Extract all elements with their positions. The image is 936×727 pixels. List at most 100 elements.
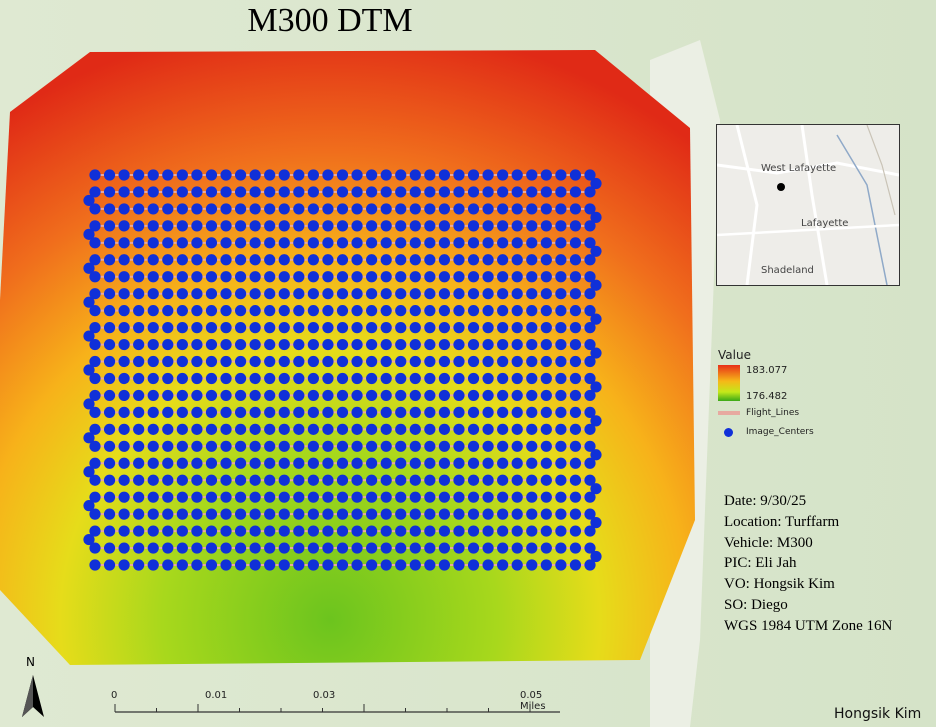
image-center-point (424, 203, 436, 215)
image-center-point (380, 525, 392, 537)
image-center-point (234, 254, 247, 266)
image-center-point (395, 305, 407, 317)
image-center-point (351, 254, 363, 266)
image-center-point (89, 423, 101, 435)
image-center-point (322, 237, 334, 249)
image-center-point (293, 542, 305, 554)
image-center-point (205, 271, 218, 283)
scale-bar: 0 0.01 0.03 0.05 Miles (110, 690, 570, 720)
image-center-point (482, 169, 494, 181)
image-center-point (438, 305, 451, 317)
info-date: Date: 9/30/25 (724, 493, 807, 509)
image-center-point (278, 203, 290, 215)
image-center-point (147, 355, 159, 368)
image-center-point (278, 372, 290, 385)
image-center-point (162, 508, 174, 520)
image-center-point (366, 355, 378, 368)
image-center-point (540, 254, 552, 266)
legend-image-centers-label: Image_Centers (746, 427, 814, 437)
image-center-point (133, 355, 145, 368)
image-center-point (278, 288, 290, 300)
image-center-point (409, 271, 421, 283)
image-center-point (584, 220, 596, 232)
image-center-point (380, 203, 392, 215)
image-center-point (176, 491, 188, 503)
image-center-point (118, 254, 130, 266)
image-center-point (205, 288, 218, 300)
image-center-point (83, 262, 95, 274)
image-center-point (249, 542, 261, 554)
image-center-point (249, 474, 261, 486)
image-center-point (336, 237, 349, 249)
image-center-point (336, 271, 349, 283)
north-arrow-icon (22, 675, 44, 717)
image-center-point (264, 491, 276, 503)
image-center-point (409, 406, 421, 418)
image-center-point (511, 389, 523, 402)
image-center-point (307, 203, 319, 215)
image-center-point (220, 508, 232, 520)
image-center-point (395, 372, 407, 385)
image-center-point (467, 406, 480, 418)
info-vo: VO: Hongsik Kim (724, 576, 835, 593)
image-center-point (497, 491, 509, 503)
image-center-point (293, 491, 305, 503)
image-center-point (511, 237, 523, 249)
image-center-point (249, 508, 261, 520)
image-center-point (438, 389, 451, 402)
image-center-point (89, 338, 101, 351)
image-center-point (351, 186, 363, 198)
image-center-point (322, 338, 334, 351)
image-center-point (526, 305, 538, 317)
image-center-point (467, 305, 480, 317)
image-center-point (526, 389, 538, 402)
image-center-point (249, 271, 261, 283)
image-center-point (83, 364, 95, 376)
image-center-point (438, 220, 451, 232)
image-center-point (249, 220, 261, 232)
image-center-point (249, 203, 261, 215)
image-center-point (147, 271, 159, 283)
image-center-point (89, 355, 101, 368)
image-center-point (438, 237, 451, 249)
image-center-point (438, 254, 451, 266)
image-center-point (526, 220, 538, 232)
image-center-point (336, 406, 349, 418)
image-center-point (176, 372, 188, 385)
image-center-point (424, 237, 436, 249)
image-center-point (162, 254, 174, 266)
image-center-point (234, 271, 247, 283)
image-center-point (278, 440, 290, 452)
image-center-point (540, 474, 552, 486)
image-center-point (89, 203, 101, 215)
image-center-point (336, 169, 349, 181)
image-center-point (336, 508, 349, 520)
image-center-point (264, 542, 276, 554)
image-center-point (133, 508, 145, 520)
image-center-point (220, 169, 232, 181)
image-center-point (220, 237, 232, 249)
image-center-point (234, 440, 247, 452)
image-center-point (555, 406, 567, 418)
image-center-point (590, 483, 602, 495)
image-center-point (438, 542, 451, 554)
image-center-point (220, 322, 232, 334)
image-center-point (438, 474, 451, 486)
image-center-point (366, 423, 378, 435)
image-center-point (453, 186, 465, 198)
image-center-point (511, 423, 523, 435)
image-center-point (584, 372, 596, 385)
image-center-point (569, 203, 582, 215)
image-center-point (147, 389, 159, 402)
image-center-point (395, 288, 407, 300)
image-center-point (234, 305, 247, 317)
image-center-point (191, 457, 203, 469)
image-center-point (497, 169, 509, 181)
image-center-point (351, 423, 363, 435)
image-center-point (380, 372, 392, 385)
image-center-point (103, 457, 116, 469)
image-center-point (103, 491, 116, 503)
image-center-point (540, 508, 552, 520)
image-center-point (264, 186, 276, 198)
image-center-point (555, 338, 567, 351)
